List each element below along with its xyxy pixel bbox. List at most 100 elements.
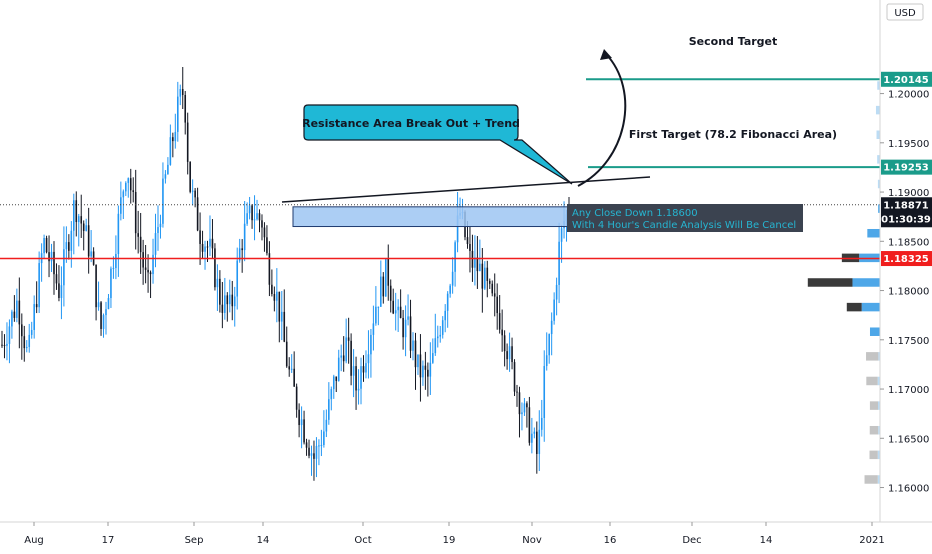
candle-body [169, 137, 172, 165]
breakout-arrow[interactable] [577, 53, 627, 187]
currency-selector[interactable]: USD [886, 3, 924, 21]
candle-body [305, 442, 308, 448]
candle-body [454, 242, 456, 272]
candle-body [154, 233, 157, 255]
candle-body [276, 291, 278, 301]
volume-bar-up [878, 352, 880, 361]
candle-body [486, 267, 489, 281]
candle-body [167, 164, 169, 175]
candle-body [97, 302, 100, 308]
y-tick-label: 1.16000 [888, 484, 929, 495]
candle-body [456, 215, 459, 243]
candle-body [377, 306, 380, 308]
candle-body [60, 285, 63, 298]
candle-body [303, 419, 305, 443]
y-tick-label: 1.20000 [888, 90, 929, 101]
candle-body [283, 311, 286, 342]
candle-body [538, 429, 541, 454]
candle-body [142, 252, 144, 268]
candle-body [397, 306, 399, 311]
candle-body [521, 412, 523, 415]
candle-body [35, 304, 38, 308]
candle-body [134, 192, 137, 234]
candle-body [110, 268, 112, 299]
price-axis[interactable]: 1.20000 1.19500 1.19000 1.18500 1.18000 1.175… [880, 90, 929, 495]
candle-body [300, 419, 303, 426]
candle-body [414, 340, 417, 368]
volume-bar-up [861, 302, 880, 312]
candle-body [493, 293, 496, 297]
y-tick-label: 1.17500 [888, 336, 929, 347]
candle-body [176, 96, 179, 132]
x-tick-label: 14 [257, 535, 270, 546]
candle-body [268, 253, 271, 285]
volume-bar-up [867, 228, 880, 238]
candle-body [95, 264, 97, 308]
candle-body [553, 299, 555, 321]
candle-body [258, 213, 261, 221]
candle-body [481, 263, 484, 289]
candle-body [392, 300, 395, 314]
candle-body [28, 334, 31, 347]
candle-body [211, 238, 214, 249]
volume-bar-up [876, 130, 880, 139]
volume-bar-up [877, 376, 880, 386]
candle-body [261, 220, 263, 228]
x-tick-label: 14 [760, 535, 773, 546]
y-tick-label: 1.17000 [888, 385, 929, 396]
x-tick-label: Aug [24, 535, 44, 546]
callout-box [303, 104, 573, 185]
candle-body [117, 213, 120, 255]
candle-body [75, 200, 78, 223]
candle-body [439, 334, 442, 337]
x-tick-label: Dec [682, 535, 701, 546]
x-tick-label: 17 [102, 535, 115, 546]
first-target-price-tag: 1.19253 [881, 159, 932, 175]
candle-body [407, 316, 409, 320]
candle-body [1, 344, 3, 346]
candle-body [23, 336, 26, 349]
candle-body [513, 362, 516, 392]
candle-body [350, 340, 352, 376]
candle-body [129, 178, 132, 191]
candle-body [558, 241, 560, 285]
candle-body [73, 200, 75, 231]
candle-body [335, 376, 338, 381]
candle-body [533, 431, 536, 434]
candle-body [508, 346, 511, 360]
candle-body [332, 376, 335, 390]
currency-label: USD [894, 8, 916, 19]
candle-body [325, 419, 328, 432]
candle-body [427, 369, 429, 377]
candle-body [285, 341, 288, 367]
candle-body [194, 190, 196, 198]
candle-body [511, 346, 513, 363]
candle-body [189, 161, 191, 192]
time-axis[interactable]: Aug 17 Sep 14 Oct 19 Nov 16 Dec 14 2021 [24, 522, 885, 546]
candle-body [53, 251, 55, 275]
arrow-head [600, 49, 612, 60]
candle-body [139, 236, 142, 253]
candle-body [224, 295, 226, 313]
candle-body [295, 386, 298, 410]
candle-body [201, 243, 204, 252]
candle-body [446, 293, 449, 311]
candle-body [199, 230, 201, 244]
volume-bar-down [869, 425, 879, 435]
second-target-price-tag: 1.20145 [881, 71, 932, 87]
candle-body [248, 205, 251, 214]
candle-body [271, 284, 273, 295]
candle-body [449, 285, 451, 294]
candle-body [226, 295, 229, 305]
candle-body [298, 409, 300, 426]
candle-body [127, 178, 130, 183]
x-tick-label: 19 [443, 535, 456, 546]
candle-body [409, 316, 412, 351]
candle-body [149, 272, 152, 275]
candle-body [3, 345, 6, 347]
candle-body [384, 258, 387, 297]
candle-body [488, 280, 491, 284]
trend-line[interactable] [281, 176, 651, 203]
